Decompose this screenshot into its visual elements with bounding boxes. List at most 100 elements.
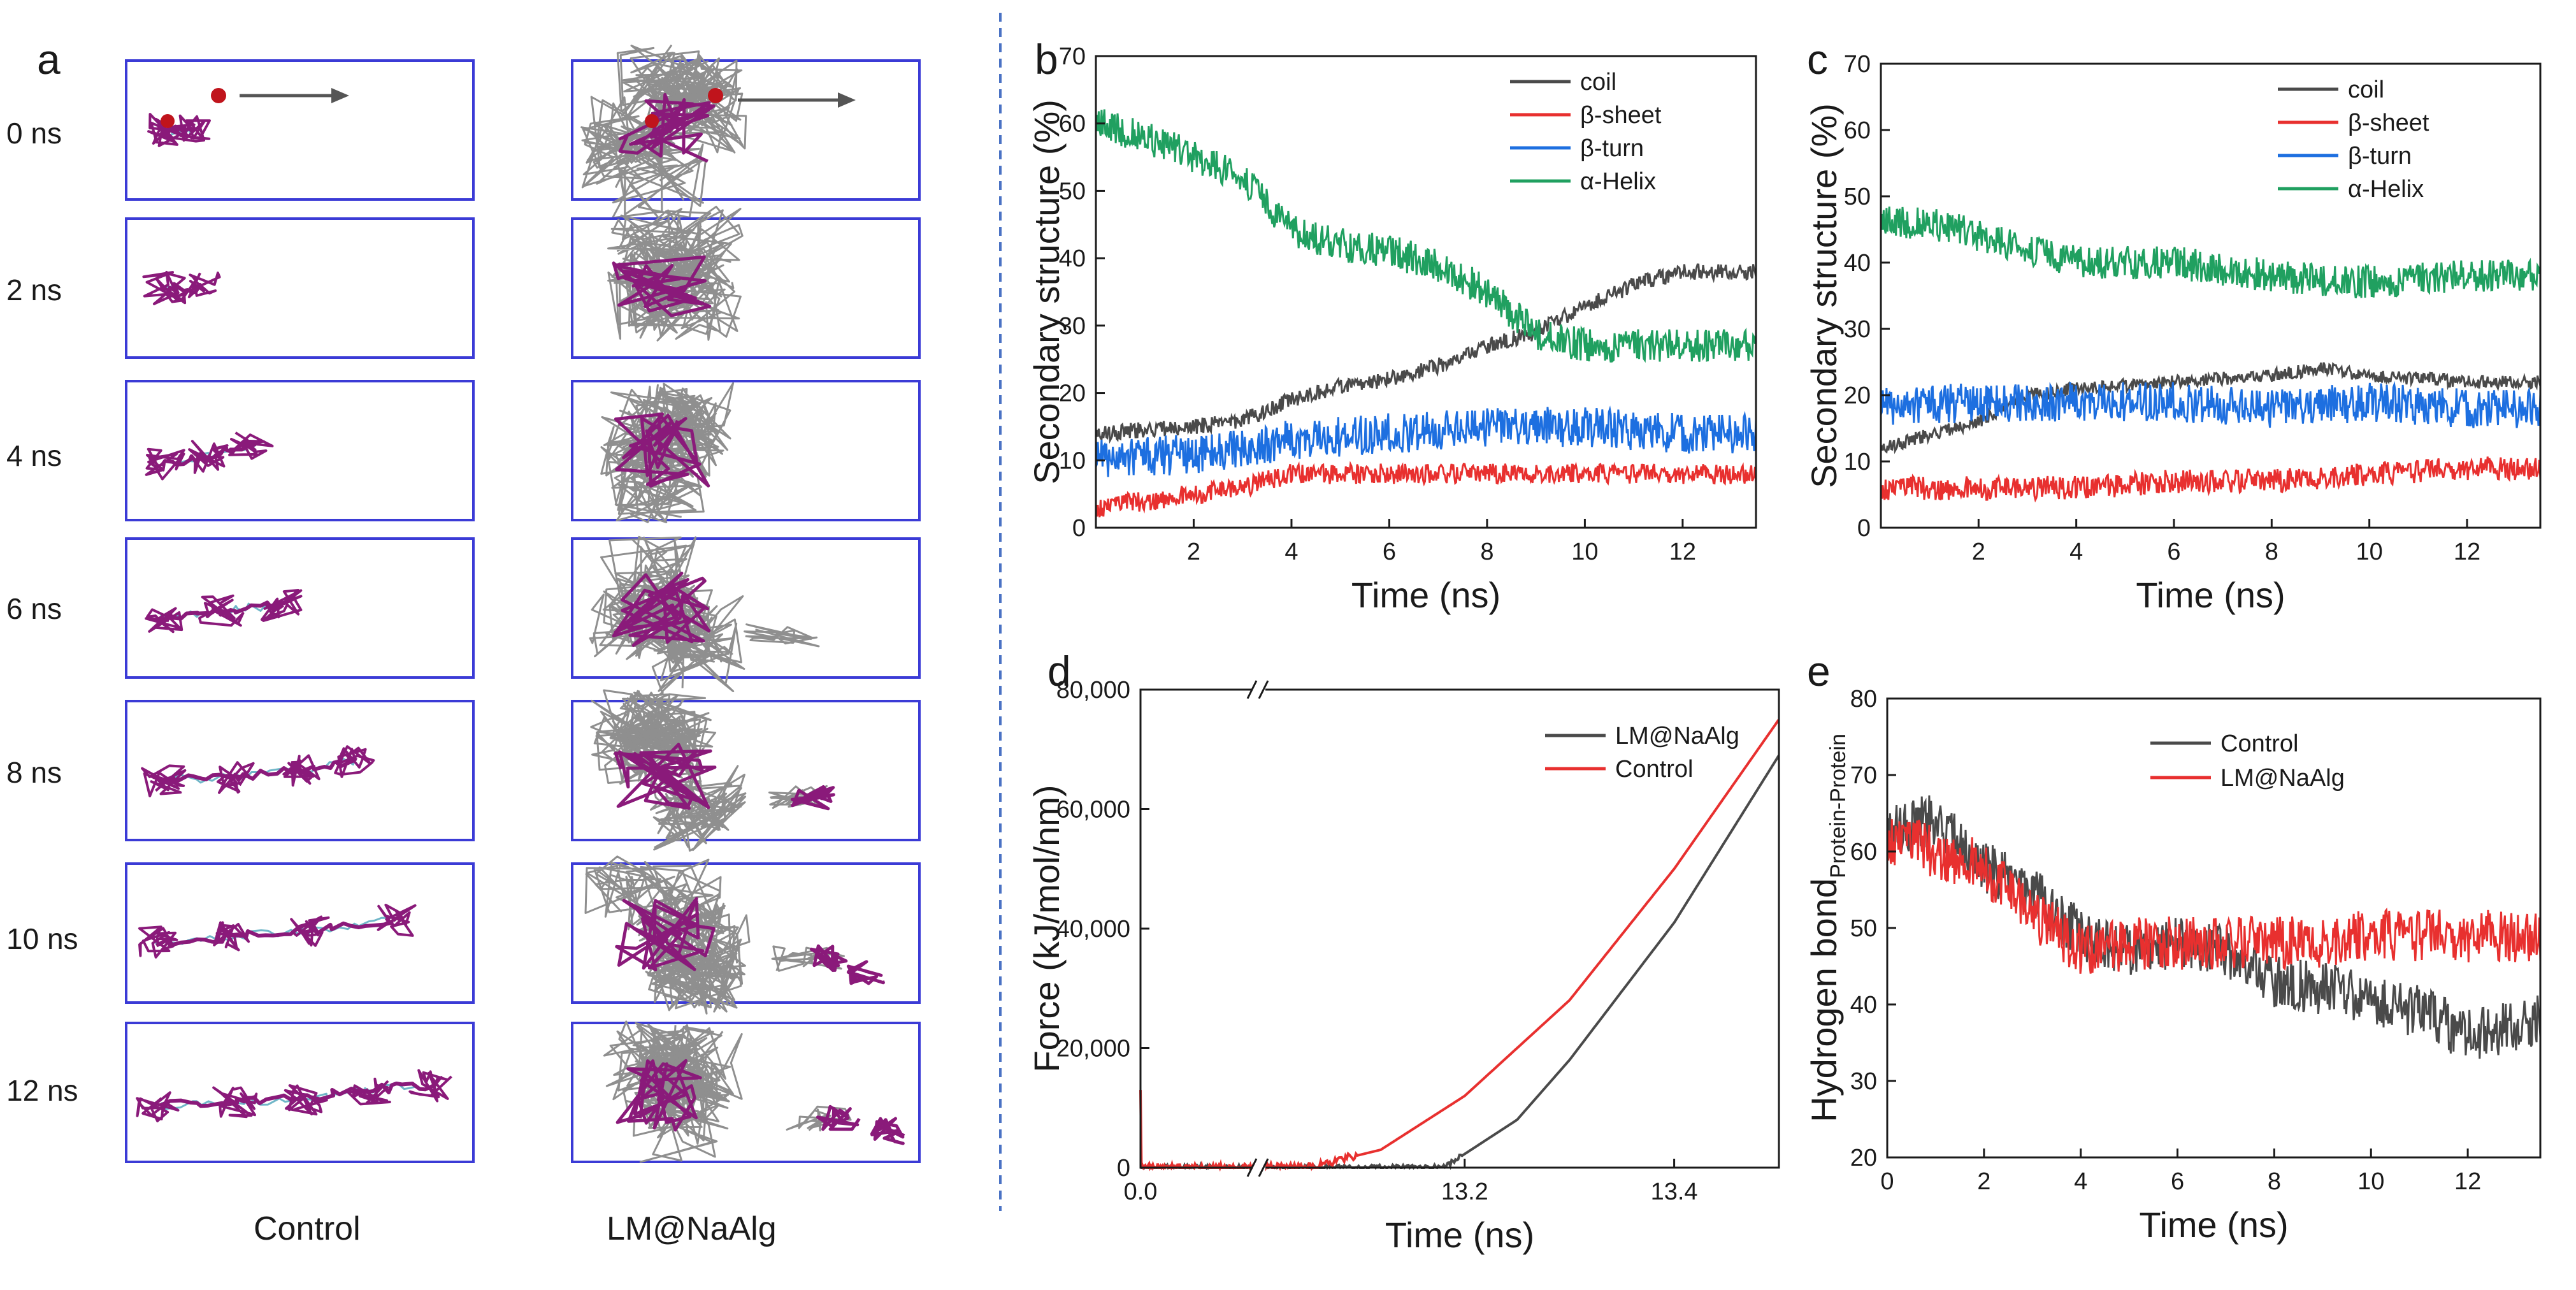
time-label-0: 0 ns (6, 117, 62, 150)
panel-a-snapshots (125, 44, 921, 1163)
y-axis-label: Force (kJ/mol/nm) (1026, 785, 1067, 1072)
panel-letter-d: d (1047, 648, 1071, 695)
snapshot-lm-naalg-3 (571, 535, 921, 693)
pull-marker (708, 88, 723, 103)
y-tick-label: 40 (1059, 245, 1086, 272)
y-tick-label: 10 (1059, 447, 1086, 474)
series-coil (1880, 361, 2542, 454)
snapshot-lm-naalg-5 (571, 855, 921, 1015)
y-tick-label: 10 (1844, 449, 1871, 475)
axis-break-gap (1253, 679, 1265, 700)
pull-arrow-head (331, 88, 349, 103)
y-tick-label: 70 (1850, 762, 1877, 789)
series-α-Helix (1095, 109, 1757, 363)
legend-label-β-sheet: β-sheet (1580, 102, 1662, 129)
panel-letter-e: e (1807, 648, 1831, 695)
y-tick-label: 30 (1059, 313, 1086, 340)
series-β-sheet (1880, 456, 2542, 503)
y-axis-label: Secondary structure (%) (1804, 103, 1844, 488)
y-axis-label: Hydrogen bondProtein-Protein (1804, 734, 1850, 1122)
x-tick-label: 13.2 (1441, 1178, 1488, 1205)
snapshot-control-6 (125, 1022, 475, 1163)
legend-label-coil: coil (2348, 76, 2384, 103)
time-label-6: 6 ns (6, 592, 62, 625)
snapshot-lm-naalg-1 (571, 205, 921, 359)
x-axis-label: Time (ns) (2136, 575, 2285, 615)
series-LM@NaAlg (1886, 819, 2542, 974)
x-tick-label: 4 (1284, 539, 1298, 565)
y-tick-label: 0 (1117, 1155, 1130, 1182)
x-tick-label: 6 (1383, 539, 1396, 565)
y-axis-label: Secondary structure (%) (1026, 99, 1067, 484)
x-axis-label: Time (ns) (1351, 575, 1500, 615)
series-β-turn (1880, 380, 2542, 428)
legend-label-α-Helix: α-Helix (2348, 176, 2424, 203)
legend-label-Control: Control (1615, 756, 1694, 783)
axis-break-gap (1253, 1157, 1265, 1178)
axis-break-mark (1246, 1158, 1258, 1177)
y-tick-label: 40,000 (1056, 916, 1130, 943)
y-tick-label: 60 (1844, 117, 1871, 144)
chart-d-force: 0 20,000 40,000 60,000 80,000 0.0 13.2 13.4 Time… (1026, 677, 1780, 1255)
y-tick-label: 0 (1072, 515, 1086, 542)
legend-label-β-sheet: β-sheet (2348, 110, 2429, 136)
x-tick-label: 6 (2171, 1168, 2184, 1195)
y-tick-label: 50 (1850, 915, 1877, 942)
legend-label-β-turn: β-turn (2348, 143, 2412, 170)
snapshot-lm-naalg-6 (571, 1020, 921, 1163)
x-axis-label: Time (ns) (1385, 1215, 1534, 1255)
snapshot-lm-naalg-4 (571, 689, 921, 852)
snapshot-control-3 (125, 537, 475, 679)
x-tick-label: 12 (2454, 539, 2480, 565)
series-LM@NaAlg (1140, 755, 1780, 1171)
pull-marker (211, 88, 226, 103)
series-β-turn (1095, 405, 1757, 477)
time-label-4: 4 ns (6, 439, 62, 472)
axis-break-mark (1246, 680, 1258, 699)
x-tick-label: 8 (1480, 539, 1493, 565)
panel-divider (999, 13, 1002, 1211)
snapshot-control-4 (125, 700, 475, 841)
y-tick-label: 60 (1850, 839, 1877, 866)
y-tick-label: 50 (1059, 178, 1086, 205)
x-tick-label: 4 (2069, 539, 2083, 565)
y-tick-label: 70 (1844, 51, 1871, 78)
x-tick-label: 12 (1669, 539, 1696, 565)
legend-label-coil: coil (1580, 69, 1616, 96)
y-tick-label: 20 (1844, 382, 1871, 409)
plot-frame (1095, 55, 1757, 529)
column-label-lm-naalg: LM@NaAlg (607, 1210, 777, 1247)
panel-letter-a: a (37, 36, 61, 83)
series-Control (1139, 718, 1780, 1172)
legend-label-β-turn: β-turn (1580, 135, 1644, 162)
time-label-12: 12 ns (6, 1074, 78, 1107)
y-tick-label: 40 (1844, 250, 1871, 277)
y-tick-label: 80 (1850, 686, 1877, 713)
series-β-sheet (1095, 461, 1757, 518)
chart-c-secondary-structure: 2 4 6 8 10 12 0 10 20 30 40 50 60 70 Time (ns) Secondar… (1804, 51, 2542, 615)
plot-frame (1880, 62, 2542, 529)
x-tick-label: 4 (2074, 1168, 2087, 1195)
y-tick-label: 60,000 (1056, 797, 1130, 823)
column-label-control: Control (254, 1210, 361, 1247)
x-tick-label: 12 (2454, 1168, 2481, 1195)
time-label-2: 2 ns (6, 273, 62, 307)
legend-label-α-Helix: α-Helix (1580, 168, 1656, 195)
y-tick-label: 20,000 (1056, 1036, 1130, 1062)
x-axis-label: Time (ns) (2139, 1205, 2288, 1245)
x-tick-label: 10 (1571, 539, 1598, 565)
time-label-10: 10 ns (6, 922, 78, 955)
x-tick-label: 10 (2356, 539, 2383, 565)
pull-arrow-head (838, 92, 856, 108)
y-tick-label: 70 (1059, 43, 1086, 70)
snapshot-lm-naalg-0 (571, 44, 921, 219)
snapshot-control-5 (125, 862, 475, 1004)
x-tick-label: 0 (1880, 1168, 1894, 1195)
series-α-Helix (1880, 207, 2542, 299)
y-tick-label: 80,000 (1056, 677, 1130, 704)
anchor-marker (161, 114, 175, 128)
snapshot-control-0 (125, 59, 475, 201)
legend-label-LM@NaAlg: LM@NaAlg (2220, 765, 2345, 792)
axis-break-mark (1258, 680, 1269, 699)
legend-label-LM@NaAlg: LM@NaAlg (1615, 723, 1739, 750)
